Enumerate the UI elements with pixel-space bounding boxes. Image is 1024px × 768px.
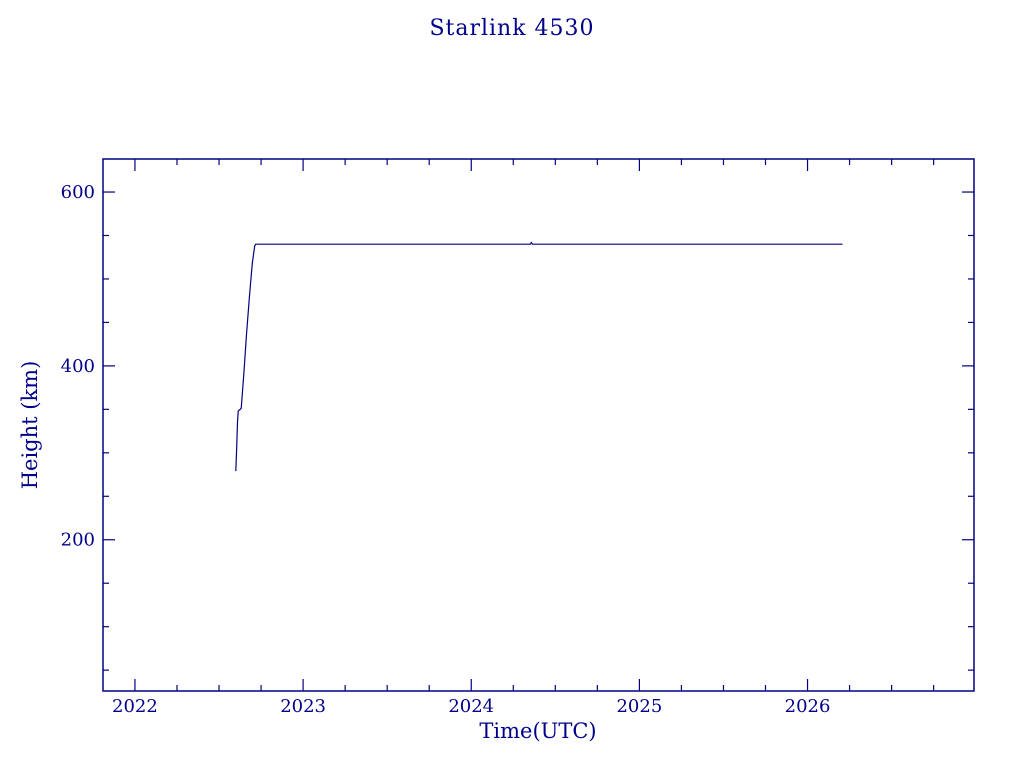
x-tick-label: 2023	[280, 696, 326, 717]
x-tick-label: 2024	[448, 696, 494, 717]
y-tick-label: 600	[61, 182, 95, 203]
y-tick-label: 200	[61, 530, 95, 551]
y-tick-label: 400	[61, 356, 95, 377]
chart-title: Starlink 4530	[429, 16, 595, 41]
data-line	[235, 241, 843, 472]
x-axis-label: Time(UTC)	[479, 719, 597, 743]
y-axis-label: Height (km)	[18, 360, 42, 490]
plot-frame	[102, 158, 975, 692]
x-tick-label: 2025	[616, 696, 662, 717]
x-tick-label: 2026	[785, 696, 831, 717]
x-tick-label: 2022	[112, 696, 158, 717]
